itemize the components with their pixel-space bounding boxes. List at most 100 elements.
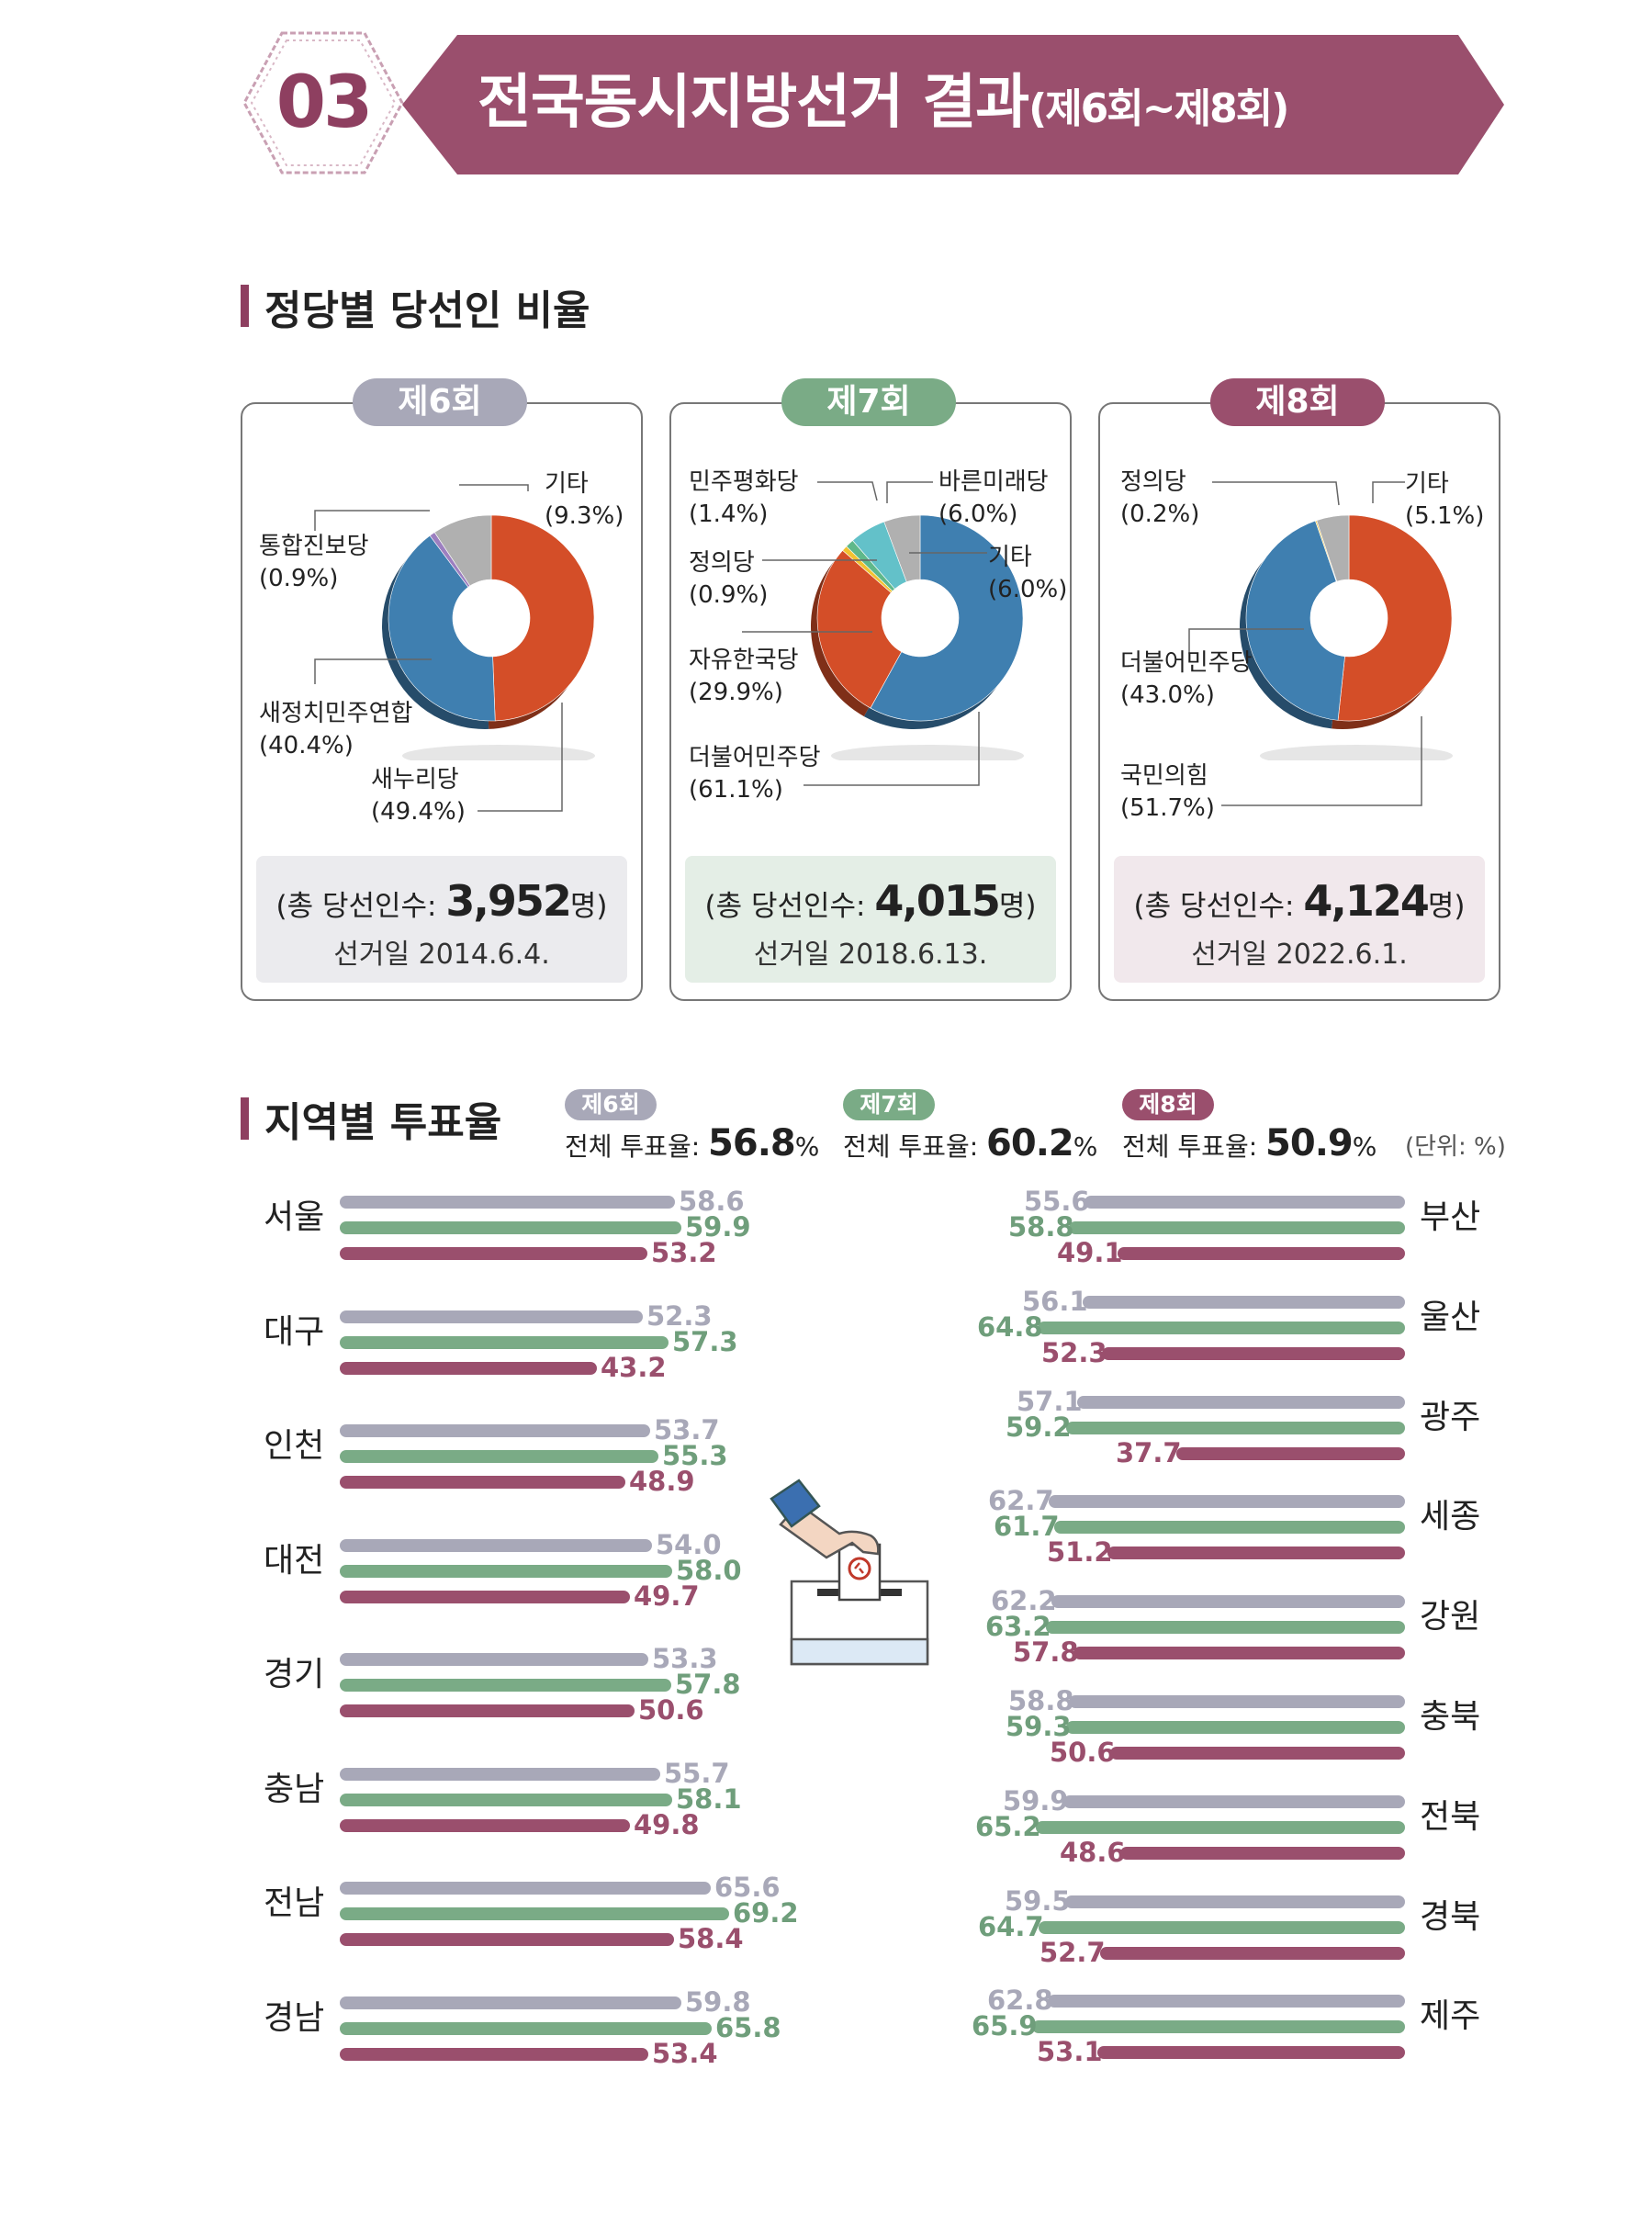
section-number: 03 xyxy=(275,62,374,144)
bar-e8 xyxy=(340,1247,647,1260)
value-e7: 64.8 xyxy=(977,1310,1043,1343)
region-label: 전남 xyxy=(264,1884,325,1922)
bar-e8 xyxy=(340,2047,648,2061)
value-e6: 55.6 xyxy=(1024,1186,1090,1217)
bar-e7 xyxy=(1038,1321,1405,1334)
label-e8-ppp: 국민의힘 (51.7%) xyxy=(1120,760,1215,825)
value-e6: 53.7 xyxy=(654,1414,720,1445)
value-e6: 55.7 xyxy=(664,1757,730,1789)
overall-value-e6: 56.8 xyxy=(708,1122,796,1164)
leader-lines-e6 xyxy=(314,484,563,812)
value-e7: 58.1 xyxy=(676,1783,742,1815)
label-e8-ppp-name: 국민의힘 xyxy=(1120,762,1208,790)
label-e6-etc: 기타 (9.3%) xyxy=(545,468,624,533)
bar-e8 xyxy=(340,1704,635,1717)
label-e7-justice-pct: (0.9%) xyxy=(689,581,769,609)
value-e8: 49.8 xyxy=(634,1808,700,1840)
bar-e7 xyxy=(340,1450,658,1463)
election-date-e7: 선거일 2018.6.13. xyxy=(753,939,988,971)
legend-pill-e6: 제6회 xyxy=(565,1089,657,1120)
summary-e6: (총 당선인수: 3,952명) 선거일 2014.6.4. xyxy=(256,856,627,983)
region-label: 경남 xyxy=(264,1998,325,2037)
total-value-e6: 3,952 xyxy=(445,876,572,926)
overall-value-e7: 60.2 xyxy=(986,1122,1074,1164)
value-e8: 48.6 xyxy=(1060,1836,1126,1868)
bar-e7 xyxy=(340,1907,729,1920)
bar-e8 xyxy=(1120,1846,1405,1860)
value-e8: 49.1 xyxy=(1057,1237,1123,1268)
bar-e8 xyxy=(340,1590,630,1603)
value-e7: 65.9 xyxy=(972,2010,1038,2042)
bar-e6 xyxy=(340,1767,660,1781)
value-e6: 59.8 xyxy=(685,1985,751,2018)
total-value-e7: 4,015 xyxy=(874,876,1001,926)
value-e6: 62.2 xyxy=(991,1585,1057,1617)
bar-e6 xyxy=(1065,1895,1405,1908)
region-label: 제주 xyxy=(1420,1997,1481,2036)
value-e7: 64.7 xyxy=(978,1910,1044,1942)
label-e8-etc-pct: (5.1%) xyxy=(1405,502,1485,530)
bar-e7 xyxy=(1032,2020,1405,2034)
bar-e8 xyxy=(1100,1946,1405,1960)
section-title-turnout: 지역별 투표율 xyxy=(264,1099,502,1146)
value-e6: 65.6 xyxy=(714,1872,781,1903)
pill-e8: 제8회 xyxy=(1210,378,1385,426)
label-e7-etc: 기타 (6.0%) xyxy=(988,542,1067,606)
page-title-sub: (제6회~제8회) xyxy=(1028,85,1289,132)
label-e7-lkp: 자유한국당 (29.9%) xyxy=(689,645,799,709)
value-e6: 62.8 xyxy=(987,1985,1053,2017)
bar-e7 xyxy=(1039,1920,1405,1934)
bar-e7 xyxy=(340,1564,672,1578)
value-e8: 50.6 xyxy=(638,1694,704,1726)
value-e6: 56.1 xyxy=(1022,1285,1088,1317)
pill-e7: 제7회 xyxy=(781,378,956,426)
bar-e7 xyxy=(340,1335,669,1349)
label-e7-dp: 더불어민주당 (61.1%) xyxy=(689,742,821,806)
label-e7-lkp-pct: (29.9%) xyxy=(689,679,783,706)
label-e7-mpp-pct: (1.4%) xyxy=(689,501,769,528)
total-unit-e8: 명) xyxy=(1427,890,1466,923)
bar-e7 xyxy=(1046,1621,1405,1635)
label-e6-saenuri: 새누리당 (49.4%) xyxy=(371,764,466,828)
label-e7-bareun: 바른미래당 (6.0%) xyxy=(938,467,1049,531)
value-e6: 54.0 xyxy=(656,1528,722,1560)
bar-e7 xyxy=(1066,1421,1405,1434)
value-e7: 69.2 xyxy=(733,1897,799,1929)
ballot-box-icon xyxy=(770,1479,929,1666)
election-date-e8: 선거일 2022.6.1. xyxy=(1191,939,1408,971)
leader-lines-e7 xyxy=(742,481,987,786)
bar-e6 xyxy=(340,1196,675,1209)
bar-e8 xyxy=(1176,1446,1405,1460)
overall-label-e6: 전체 투표율: xyxy=(565,1131,709,1162)
bar-e7 xyxy=(1066,1721,1405,1734)
label-e7-justice-name: 정의당 xyxy=(689,549,755,577)
total-label-e7: (총 당선인수: xyxy=(704,890,875,923)
label-e6-npad: 새정치민주연합 (40.4%) xyxy=(259,698,412,762)
leader-lines-e8 xyxy=(1188,481,1422,806)
bar-e6 xyxy=(340,1653,648,1666)
total-value-e8: 4,124 xyxy=(1303,876,1430,926)
bar-e8 xyxy=(1102,1346,1405,1360)
value-e8: 48.9 xyxy=(629,1466,695,1497)
region-label: 충북 xyxy=(1420,1698,1481,1736)
label-e6-unified: 통합진보당 (0.9%) xyxy=(259,531,369,595)
value-e7: 61.7 xyxy=(994,1511,1060,1543)
value-e7: 59.3 xyxy=(1006,1711,1072,1742)
label-e8-dp: 더불어민주당 (43.0%) xyxy=(1120,647,1253,712)
bar-e6 xyxy=(340,1310,643,1323)
overall-pct-e8: % xyxy=(1352,1131,1377,1162)
region-label: 대구 xyxy=(264,1312,325,1351)
label-e7-mpp-name: 민주평화당 xyxy=(689,468,799,496)
label-e8-dp-pct: (43.0%) xyxy=(1120,681,1215,709)
label-e7-lkp-name: 자유한국당 xyxy=(689,647,799,674)
page-title-main: 전국동시지방선거 결과 xyxy=(478,69,1029,137)
page-title: 전국동시지방선거 결과(제6회~제8회) xyxy=(478,57,1289,149)
value-e8: 57.8 xyxy=(1013,1637,1079,1669)
value-e7: 59.9 xyxy=(685,1211,751,1243)
value-e8: 53.4 xyxy=(652,2037,718,2069)
value-e7: 57.8 xyxy=(675,1669,741,1700)
label-e6-saenuri-pct: (49.4%) xyxy=(371,798,466,826)
total-label-e6: (총 당선인수: xyxy=(275,890,446,923)
section-marker-2 xyxy=(241,1097,249,1140)
overall-value-e8: 50.9 xyxy=(1265,1122,1354,1164)
